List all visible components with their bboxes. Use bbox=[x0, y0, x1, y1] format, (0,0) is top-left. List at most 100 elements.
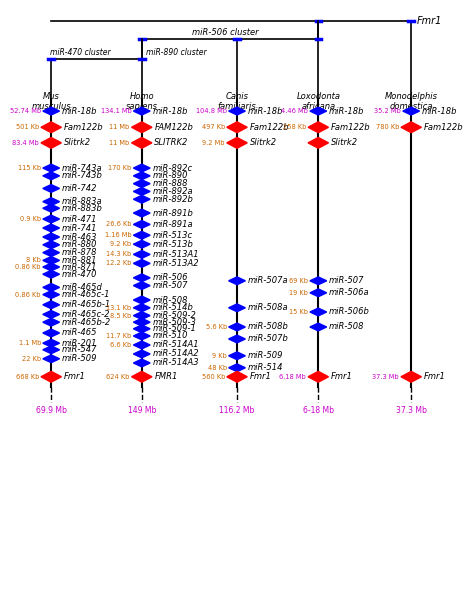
Text: miR-892b: miR-892b bbox=[153, 195, 193, 204]
Text: miR-883b: miR-883b bbox=[62, 204, 103, 213]
Polygon shape bbox=[310, 323, 319, 331]
Text: 83.4 Mb: 83.4 Mb bbox=[12, 140, 39, 146]
Polygon shape bbox=[51, 339, 60, 347]
Text: miR-514b: miR-514b bbox=[153, 304, 193, 312]
Polygon shape bbox=[43, 263, 51, 271]
Polygon shape bbox=[310, 289, 319, 297]
Polygon shape bbox=[142, 220, 150, 228]
Polygon shape bbox=[237, 335, 246, 343]
Polygon shape bbox=[310, 277, 319, 285]
Polygon shape bbox=[142, 282, 150, 289]
Text: miR-506b: miR-506b bbox=[329, 307, 370, 316]
Text: Fmr1: Fmr1 bbox=[249, 372, 272, 381]
Text: 0.86 Kb: 0.86 Kb bbox=[16, 264, 41, 270]
Text: 170 Kb: 170 Kb bbox=[108, 165, 132, 171]
Text: miR-508: miR-508 bbox=[153, 296, 188, 305]
Polygon shape bbox=[319, 122, 328, 133]
Text: miR-892c: miR-892c bbox=[153, 163, 192, 173]
Polygon shape bbox=[43, 198, 51, 206]
Polygon shape bbox=[43, 283, 51, 291]
Polygon shape bbox=[51, 291, 60, 299]
Polygon shape bbox=[319, 308, 327, 316]
Polygon shape bbox=[51, 256, 60, 264]
Text: miR-465: miR-465 bbox=[62, 329, 97, 337]
Text: miR-465d: miR-465d bbox=[62, 283, 103, 292]
Polygon shape bbox=[237, 277, 246, 285]
Polygon shape bbox=[319, 277, 327, 285]
Text: FAM122b: FAM122b bbox=[155, 123, 193, 132]
Text: 19 Kb: 19 Kb bbox=[289, 290, 308, 296]
Text: 6.6 Kb: 6.6 Kb bbox=[110, 342, 132, 348]
Polygon shape bbox=[43, 271, 51, 278]
Text: 115 Kb: 115 Kb bbox=[18, 165, 41, 171]
Text: miR-513A1: miR-513A1 bbox=[153, 250, 199, 259]
Polygon shape bbox=[51, 248, 60, 256]
Text: miR-465b-2: miR-465b-2 bbox=[62, 318, 111, 327]
Text: 1.16 Mb: 1.16 Mb bbox=[105, 232, 132, 238]
Text: miR-509-3: miR-509-3 bbox=[153, 318, 196, 327]
Text: 501 Kb: 501 Kb bbox=[16, 124, 39, 130]
Polygon shape bbox=[51, 318, 60, 326]
Text: SLITRK2: SLITRK2 bbox=[155, 138, 189, 147]
Text: miR-507b: miR-507b bbox=[248, 335, 289, 343]
Text: miR-514A2: miR-514A2 bbox=[153, 349, 199, 359]
Text: 780 Kb: 780 Kb bbox=[376, 124, 399, 130]
Text: miR-513A2: miR-513A2 bbox=[153, 259, 199, 268]
Text: 8 Kb: 8 Kb bbox=[26, 258, 41, 263]
Polygon shape bbox=[142, 231, 150, 239]
Polygon shape bbox=[237, 138, 247, 148]
Polygon shape bbox=[319, 323, 327, 331]
Polygon shape bbox=[43, 339, 51, 347]
Text: miR-514: miR-514 bbox=[248, 364, 283, 372]
Polygon shape bbox=[133, 350, 142, 358]
Text: miR-465b-1: miR-465b-1 bbox=[62, 300, 111, 309]
Polygon shape bbox=[142, 350, 150, 358]
Text: miR-508b: miR-508b bbox=[248, 323, 289, 332]
Text: miR-878: miR-878 bbox=[62, 248, 97, 257]
Polygon shape bbox=[43, 224, 51, 232]
Polygon shape bbox=[142, 195, 150, 203]
Text: 104.8 Mb: 104.8 Mb bbox=[196, 108, 227, 114]
Polygon shape bbox=[237, 371, 247, 382]
Polygon shape bbox=[142, 122, 152, 133]
Text: miR-890: miR-890 bbox=[153, 171, 188, 181]
Text: 15 Kb: 15 Kb bbox=[289, 309, 308, 315]
Polygon shape bbox=[403, 107, 411, 115]
Text: miR-18b: miR-18b bbox=[422, 106, 457, 116]
Text: miR-507: miR-507 bbox=[329, 276, 365, 285]
Text: 668 Kb: 668 Kb bbox=[16, 374, 39, 380]
Polygon shape bbox=[51, 172, 60, 180]
Text: miR-463: miR-463 bbox=[62, 233, 97, 242]
Polygon shape bbox=[43, 291, 51, 299]
Text: miR-743a: miR-743a bbox=[62, 163, 102, 173]
Text: 134.1 Mb: 134.1 Mb bbox=[101, 108, 132, 114]
Text: 69 Kb: 69 Kb bbox=[289, 278, 308, 284]
Polygon shape bbox=[228, 352, 237, 360]
Polygon shape bbox=[142, 341, 150, 349]
Polygon shape bbox=[411, 107, 419, 115]
Polygon shape bbox=[133, 164, 142, 172]
Polygon shape bbox=[142, 107, 150, 115]
Polygon shape bbox=[228, 335, 237, 343]
Polygon shape bbox=[43, 329, 51, 337]
Polygon shape bbox=[133, 250, 142, 258]
Text: miR-892a: miR-892a bbox=[153, 187, 193, 196]
Text: 149 Mb: 149 Mb bbox=[128, 406, 156, 415]
Polygon shape bbox=[411, 122, 421, 133]
Text: Fam122b: Fam122b bbox=[331, 123, 371, 132]
Polygon shape bbox=[51, 215, 60, 223]
Polygon shape bbox=[133, 209, 142, 217]
Polygon shape bbox=[308, 138, 319, 148]
Polygon shape bbox=[319, 107, 327, 115]
Text: 35.2 Mb: 35.2 Mb bbox=[374, 108, 401, 114]
Polygon shape bbox=[142, 180, 150, 187]
Text: miR-514A3: miR-514A3 bbox=[153, 359, 199, 367]
Polygon shape bbox=[319, 138, 328, 148]
Text: miR-891a: miR-891a bbox=[153, 220, 193, 229]
Polygon shape bbox=[142, 318, 150, 326]
Polygon shape bbox=[319, 289, 327, 297]
Text: miR-741: miR-741 bbox=[62, 223, 97, 233]
Text: miR-513c: miR-513c bbox=[153, 231, 192, 240]
Polygon shape bbox=[51, 283, 60, 291]
Text: miR-510: miR-510 bbox=[153, 332, 188, 340]
